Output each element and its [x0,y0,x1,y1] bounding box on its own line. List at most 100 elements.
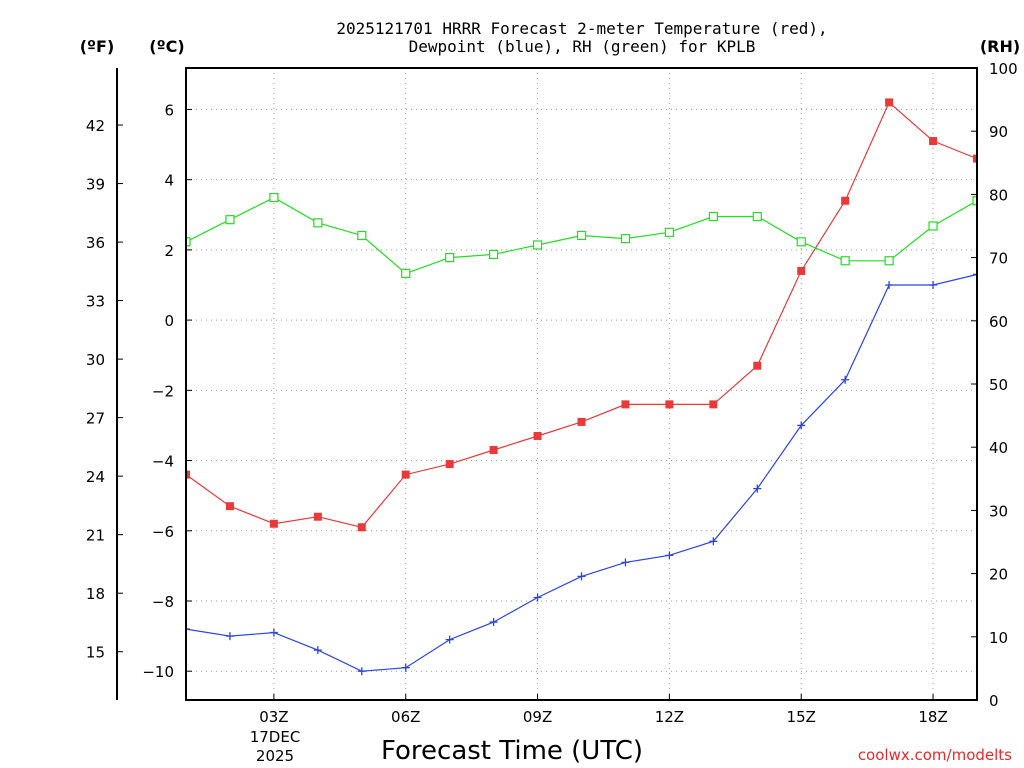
date-label-day: 17DEC [250,728,301,746]
x-tick-label: 03Z [259,708,288,726]
dewpoint-point [533,593,542,602]
temperature-point [841,196,850,205]
rh-point [972,196,977,206]
rh-tick-label: 90 [989,123,1008,141]
temperature-series [186,98,977,532]
dewpoint-point [313,646,322,655]
celsius-tick-label: −8 [152,593,174,611]
date-label-year: 2025 [256,747,294,765]
temperature-point [186,470,190,479]
chart-title-line-2: Dewpoint (blue), RH (green) for KPLB [409,37,756,56]
x-tick-label: 18Z [918,708,947,726]
series-layer [186,98,977,676]
celsius-tick-label: −6 [152,523,174,541]
rh-tick-label: 30 [989,502,1008,520]
temperature-point [577,417,586,426]
dewpoint-point [973,270,977,279]
fahrenheit-tick-label: 15 [86,644,105,662]
rh-point [401,268,411,278]
temperature-point [621,400,630,409]
rh-point [225,215,235,225]
temperature-point [445,460,454,469]
rh-tick-label: 50 [989,376,1008,394]
rh-tick-label: 0 [989,692,999,710]
x-tick-label: 12Z [655,708,684,726]
dewpoint-point [445,635,454,644]
rh-tick-label: 80 [989,186,1008,204]
axes-layer: 03Z 06Z 09Z 12Z 15Z 18Z−10−8−6−4−202461518212… [86,60,1018,726]
celsius-tick-label: 0 [164,312,174,330]
temperature-point [885,98,894,107]
dewpoint-point [401,663,410,672]
rh-point [620,234,631,244]
dewpoint-point [577,572,586,581]
rh-series [186,192,977,278]
plot-frame [185,67,978,701]
dewpoint-point [885,280,894,289]
dewpoint-point [929,280,938,289]
fahrenheit-tick-label: 39 [86,176,105,194]
rh-point [313,218,323,228]
dewpoint-point [269,628,278,637]
temperature-point [489,446,498,455]
rh-tick-label: 40 [989,439,1008,457]
temperature-point [665,400,674,409]
x-tick-label: 06Z [391,708,420,726]
chart-title-line-1: 2025121701 HRRR Forecast 2-meter Tempera… [336,19,827,38]
celsius-tick-label: −10 [142,663,174,681]
temperature-point [753,361,762,370]
temperature-point [225,502,234,511]
rh-tick-label: 60 [989,313,1008,331]
rh-point [445,253,455,263]
dewpoint-point [621,558,630,567]
rh-point [796,237,806,247]
temperature-line [186,101,977,528]
rh-point [269,192,279,203]
dewpoint-point [753,484,762,493]
dewpoint-point [489,618,498,627]
x-tick-label: 09Z [523,708,552,726]
temperature-point [269,519,278,528]
rh-point [664,227,674,237]
celsius-tick-label: −2 [152,382,174,400]
x-axis-label: Forecast Time (UTC) [381,736,643,766]
rh-tick-label: 10 [989,629,1008,647]
fahrenheit-tick-label: 27 [86,410,105,428]
rh-point [928,221,938,231]
celsius-tick-label: −4 [152,453,174,471]
rh-unit-label: (RH) [980,37,1020,56]
rh-tick-label: 70 [989,250,1008,268]
rh-tick-label: 100 [989,60,1018,78]
temperature-point [313,512,322,521]
temperature-point [709,400,718,409]
fahrenheit-tick-label: 36 [86,234,105,252]
rh-point [576,230,587,241]
temperature-point [929,137,938,146]
celsius-unit-label: (ºC) [149,37,184,56]
celsius-tick-label: 6 [164,101,174,119]
temperature-point [401,470,410,479]
rh-point [532,240,543,250]
fahrenheit-tick-label: 30 [86,351,105,369]
rh-point [752,211,762,222]
rh-point [186,237,191,247]
dewpoint-series [186,270,977,676]
dewpoint-point [225,632,234,641]
rh-point [708,211,718,222]
rh-point [840,256,850,266]
fahrenheit-tick-label: 24 [86,468,105,486]
dewpoint-point [665,551,674,560]
rh-point [489,249,499,260]
dewpoint-point [709,537,718,546]
fahrenheit-tick-label: 21 [86,527,105,545]
grid-lines [186,68,977,700]
dewpoint-point [841,375,850,384]
rh-tick-label: 20 [989,566,1008,584]
temperature-point [797,266,806,275]
celsius-tick-label: 4 [164,172,174,190]
dewpoint-point [357,667,366,676]
celsius-tick-label: 2 [164,242,174,260]
rh-point [884,256,894,266]
credit-text: coolwx.com/modelts [858,746,1012,764]
